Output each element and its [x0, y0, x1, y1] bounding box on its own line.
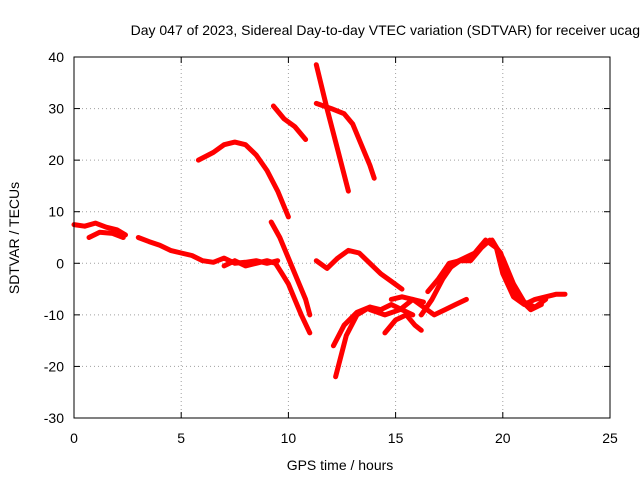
series-arc-h: [313, 62, 351, 194]
series-arc-n: [367, 296, 469, 318]
x-tick-label: 25: [602, 430, 618, 446]
y-tick-label: -10: [44, 307, 64, 323]
series-arc-o: [388, 294, 426, 305]
series-arc-e: [195, 139, 291, 220]
y-tick-label: 10: [48, 204, 64, 220]
y-axis-label: SDTVAR / TECUs: [6, 182, 22, 294]
series-arc-r: [446, 237, 549, 310]
series-arc-f: [268, 219, 313, 318]
x-tick-label: 0: [70, 430, 78, 446]
series-arc-j: [313, 247, 405, 292]
series-arc-l: [333, 304, 373, 380]
series-arc-b: [86, 229, 126, 240]
y-tick-label: 20: [48, 152, 64, 168]
series-arc-g: [270, 103, 309, 142]
series-arc-d: [221, 258, 313, 336]
plot-frame: [73, 56, 611, 419]
series-arc-m: [382, 312, 424, 336]
x-tick-label: 10: [281, 430, 297, 446]
series-arc-a: [71, 220, 128, 238]
ticks: 0 5 10 15 20 25 -30 -20 -10 0 10 20 30 40: [44, 49, 618, 446]
series-arc-i: [313, 100, 377, 181]
x-axis-label: GPS time / hours: [287, 457, 394, 473]
y-tick-label: -20: [44, 358, 64, 374]
x-tick-label: 5: [177, 430, 185, 446]
y-tick-label: 0: [56, 255, 64, 271]
y-tick-label: 40: [48, 49, 64, 65]
y-tick-label: -30: [44, 410, 64, 426]
y-tick-label: 30: [48, 101, 64, 117]
series-arc-c: [135, 235, 281, 266]
series-layer: [71, 62, 568, 380]
chart-title: Day 047 of 2023, Sidereal Day-to-day VTE…: [131, 22, 640, 38]
x-tick-label: 15: [388, 430, 404, 446]
x-tick-label: 20: [495, 430, 511, 446]
